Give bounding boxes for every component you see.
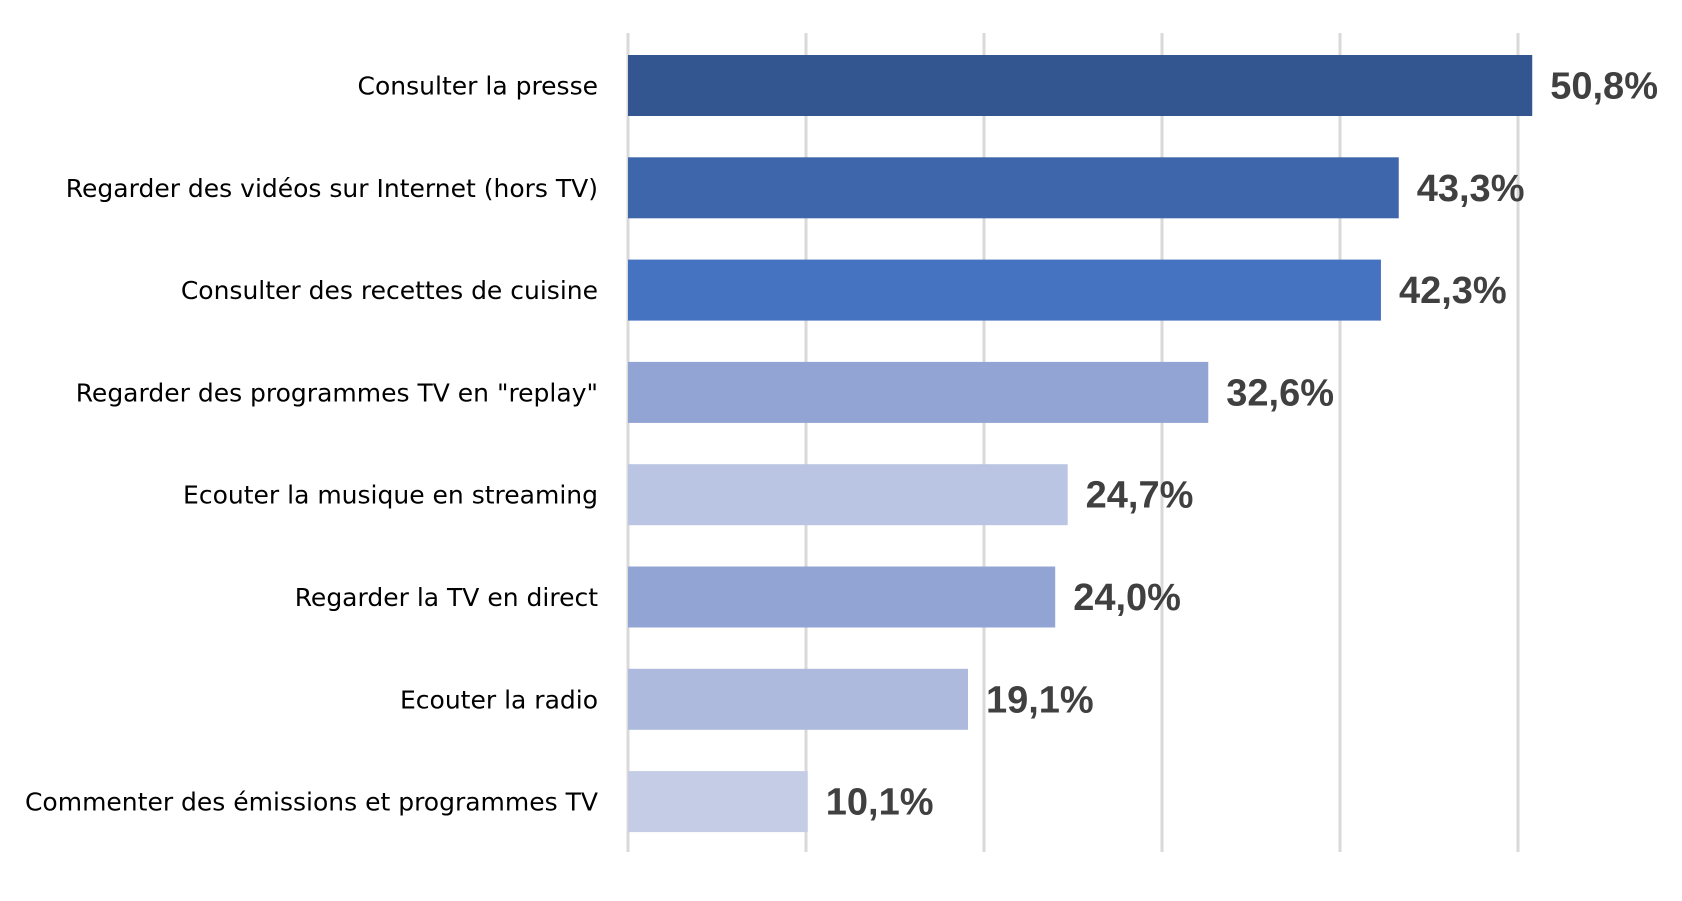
bar [628, 668, 968, 730]
bar [628, 157, 1399, 219]
bar [628, 566, 1056, 628]
data-label: 24,7% [1086, 475, 1194, 517]
data-label: 32,6% [1226, 372, 1334, 414]
bar [628, 464, 1068, 526]
data-label: 24,0% [1073, 577, 1181, 619]
data-label: 50,8% [1550, 66, 1658, 108]
category-label: Regarder la TV en direct [295, 583, 599, 612]
category-label: Ecouter la radio [400, 685, 598, 714]
bar [628, 361, 1209, 423]
bars [628, 55, 1533, 833]
category-label: Commenter des émissions et programmes TV [25, 788, 598, 817]
bar [628, 55, 1533, 116]
data-labels: 50,8% 43,3% 42,3% 32,6% 24,7% 24,0% 19,1% 10,1% [826, 66, 1658, 824]
data-label: 10,1% [826, 782, 934, 824]
data-label: 43,3% [1417, 168, 1525, 210]
bar [628, 771, 808, 833]
category-label: Regarder des vidéos sur Internet (hors T… [66, 174, 598, 203]
category-label: Consulter des recettes de cuisine [181, 276, 598, 305]
category-label: Consulter la presse [358, 72, 598, 101]
data-label: 19,1% [986, 679, 1094, 721]
category-label: Ecouter la musique en streaming [183, 481, 598, 510]
bar [628, 259, 1381, 321]
category-label: Regarder des programmes TV en "replay" [76, 378, 598, 407]
data-label: 42,3% [1399, 270, 1507, 312]
category-labels: Consulter la presse Regarder des vidéos s… [25, 72, 598, 817]
